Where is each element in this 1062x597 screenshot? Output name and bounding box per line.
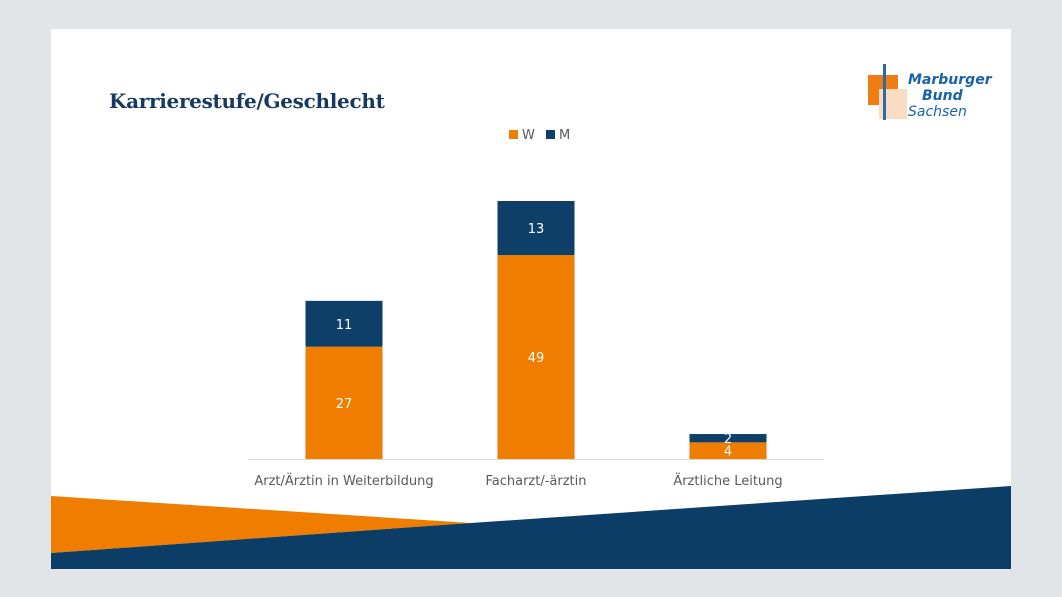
logo-text: Marburger Bund Sachsen <box>908 72 992 120</box>
slide: Karrierestufe/Geschlecht Marburger Bund … <box>51 29 1011 569</box>
x-tick-label: Ärztliche Leitung <box>673 473 782 489</box>
bar-M-1 <box>497 201 575 256</box>
bar-W-1 <box>497 255 575 459</box>
footer-navy-band <box>51 486 1011 569</box>
bar-W-2 <box>689 442 767 459</box>
data-label-M-1: 13 <box>528 222 545 237</box>
bar-M-0 <box>305 300 383 347</box>
x-axis-labels: Arzt/Ärztin in Weiterbildung Facharzt/-är… <box>254 473 782 489</box>
x-tick-label: Facharzt/-ärztin <box>485 474 586 489</box>
footer-orange-triangle <box>51 496 471 553</box>
bar-M-2 <box>689 434 767 443</box>
bar-W-0 <box>305 346 383 459</box>
decorative-footer-shapes <box>51 486 1011 569</box>
x-tick-label: Arzt/Ärztin in Weiterbildung <box>254 473 433 489</box>
data-label-W-2: 4 <box>724 445 732 460</box>
logo-line-2: Bund <box>922 88 963 104</box>
legend-swatch-M <box>546 130 555 139</box>
legend-swatch-W <box>509 130 518 139</box>
data-label-M-2: 2 <box>724 432 732 447</box>
slide-title: Karrierestufe/Geschlecht <box>109 89 385 113</box>
data-label-M-0: 11 <box>336 318 353 333</box>
logo-line-3: Sachsen <box>908 104 967 120</box>
data-label-W-0: 27 <box>336 397 353 412</box>
legend-label-W: W <box>522 128 535 143</box>
legend-label-M: M <box>559 128 570 143</box>
rod-of-asclepius-icon <box>883 64 886 120</box>
chart-bars: 27 11 49 13 42 <box>305 201 767 460</box>
data-label-W-1: 49 <box>528 351 545 366</box>
logo-line-1: Marburger <box>908 72 992 88</box>
marburger-bund-logo: Marburger Bund Sachsen <box>865 62 992 124</box>
